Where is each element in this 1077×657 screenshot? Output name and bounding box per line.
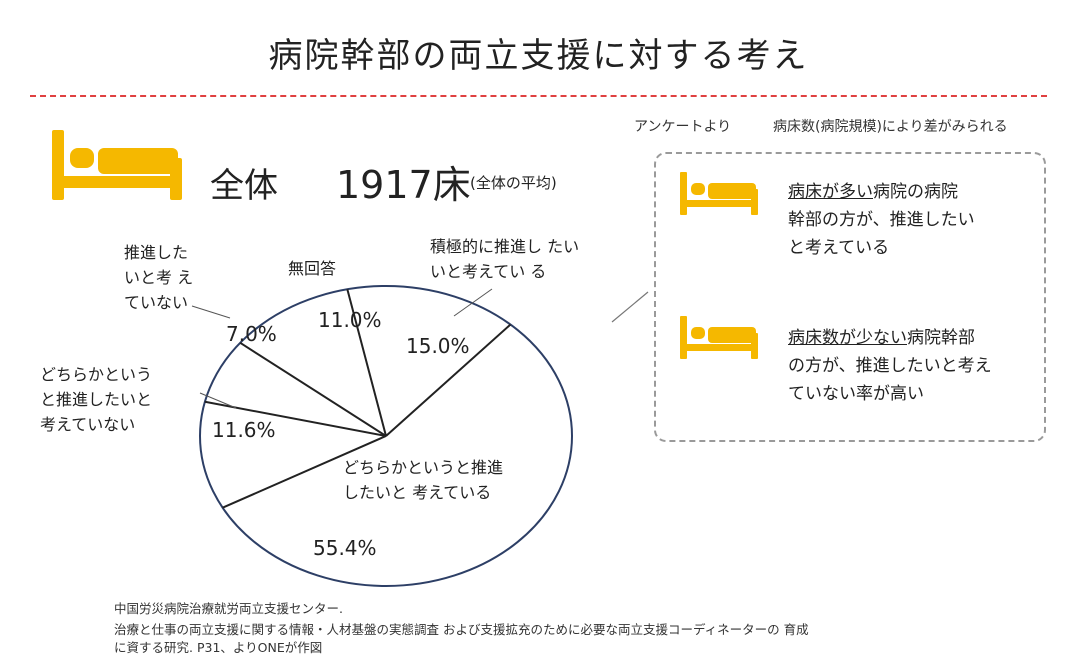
- leader-line-15: [453, 288, 493, 317]
- bed-icon: [680, 316, 758, 359]
- total-subnote: (全体の平均): [470, 174, 557, 192]
- bed-icon: [52, 130, 182, 200]
- finding-small-hospitals: 病床数が少ない病院幹部 の方が、推進したいと考え ていない率が高い: [788, 328, 992, 404]
- finding-emphasis: 病床数が少ない: [788, 328, 907, 348]
- pie-slice-3: [204, 342, 386, 436]
- slice-pct-4: 11.0%: [318, 308, 382, 332]
- total-label: 全体: [210, 166, 278, 206]
- page-title: 病院幹部の両立支援に対する考え: [268, 36, 809, 76]
- slice-pct-1: 55.4%: [313, 536, 377, 560]
- leader-line-7: [191, 305, 231, 319]
- pie-divider-0: [346, 289, 387, 437]
- slice-pct-3: 7.0%: [226, 322, 277, 346]
- finding-emphasis: 病床が多い: [788, 182, 873, 202]
- findings-box: [654, 152, 1046, 442]
- callout-line: [611, 291, 649, 323]
- divider-line: [30, 95, 1047, 97]
- source-line-2: 治療と仕事の両立支援に関する情報・人材基盤の実態調査 および支援拡充のために必要…: [114, 622, 809, 637]
- slice-pct-0: 15.0%: [406, 334, 470, 358]
- slice-label-1: どちらかというと推進 したいと 考えている: [343, 458, 504, 502]
- source-line-3: に資する研究. P31、よりONEが作図: [114, 640, 323, 655]
- pie-outline: [199, 285, 573, 587]
- pie-slice-1: [222, 324, 572, 587]
- slice-label-3: 推進した いと考 えていない: [124, 243, 194, 312]
- slice-pct-2: 11.6%: [212, 418, 276, 442]
- pie-divider-4: [239, 341, 387, 437]
- slice-label-0: 積極的に推進し たい いと考えてい る: [430, 237, 580, 281]
- difference-note: 病床数(病院規模)により差がみられる: [773, 119, 1008, 135]
- source-line-1: 中国労災病院治療就労両立支援センター.: [114, 601, 343, 616]
- pie-divider-2: [222, 435, 387, 509]
- bed-icon: [680, 172, 758, 215]
- slice-label-2: どちらかという と推進したいと 考えていない: [40, 365, 153, 434]
- finding-large-hospitals: 病床が多い病院の病院 幹部の方が、推進したい と考えている: [788, 182, 975, 258]
- pie-slice-0: [347, 286, 511, 436]
- pie-divider-1: [385, 323, 512, 437]
- total-beds-value: 1917床: [336, 163, 471, 207]
- pie-slice-4: [240, 289, 386, 436]
- survey-note: アンケートより: [634, 119, 732, 135]
- leader-line-11-6: [199, 392, 237, 409]
- slice-label-4: 無回答: [288, 259, 337, 278]
- pie-slice-2: [199, 401, 386, 508]
